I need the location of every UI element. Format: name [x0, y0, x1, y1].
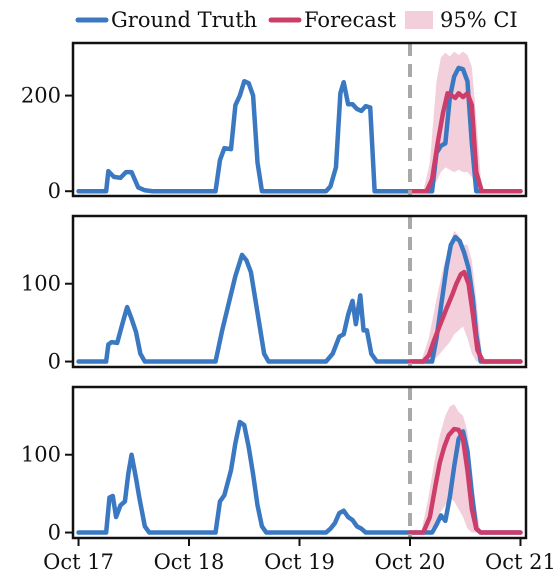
legend-label-forecast: Forecast [304, 8, 397, 32]
x-tick-label: Oct 21 [485, 550, 554, 574]
x-tick-label: Oct 17 [43, 550, 114, 574]
legend: Ground Truth Forecast 95% CI [75, 8, 518, 32]
plot-frame-panel-2 [71, 214, 528, 369]
x-axis: Oct 17 Oct 18 Oct 19 Oct 20 Oct 21 [43, 538, 554, 574]
ground-truth-line-panel-1 [76, 65, 523, 194]
x-tick-label: Oct 20 [375, 550, 446, 574]
forecast-line-panel-3 [407, 426, 523, 535]
panel-1: 0 200 [21, 41, 528, 203]
y-tick-label: 200 [21, 84, 61, 108]
y-tick-label: 0 [48, 521, 61, 545]
ground-truth-line-panel-2 [76, 234, 523, 364]
legend-label-ground-truth: Ground Truth [111, 8, 257, 32]
legend-label-95-ci: 95% CI [440, 8, 518, 32]
forecast-line-panel-2 [407, 269, 523, 364]
y-tick-label: 100 [21, 272, 61, 296]
y-tick-label: 100 [21, 443, 61, 467]
x-tick-label: Oct 19 [264, 550, 335, 574]
plot-frame-panel-1 [71, 41, 528, 198]
y-tick-label: 0 [48, 179, 61, 203]
forecast-line-panel-1 [407, 90, 523, 194]
y-tick-label: 0 [48, 350, 61, 374]
legend-swatch-95-ci [405, 11, 433, 29]
x-tick-label: Oct 18 [154, 550, 225, 574]
panel-2: 0 100 [21, 214, 528, 374]
ground-truth-line-panel-3 [76, 419, 523, 535]
panel-3: 0 100 [21, 385, 528, 545]
